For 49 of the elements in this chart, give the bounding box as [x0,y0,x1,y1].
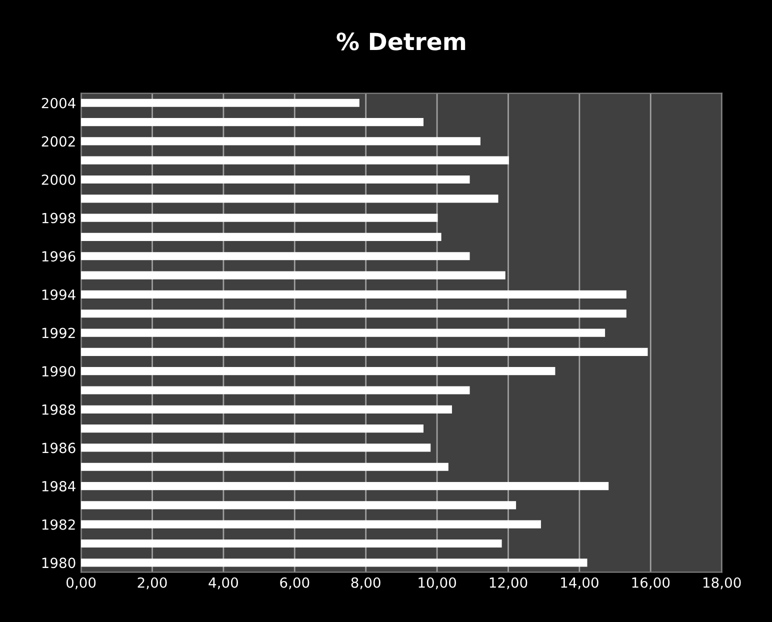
bar [81,271,506,280]
bar [81,501,516,510]
bar [81,98,360,107]
y-tick-label: 1996 [42,251,76,262]
bar [81,386,470,394]
x-tick-label: 12,00 [490,577,528,590]
bar [81,348,648,356]
bar [81,405,452,414]
bar [81,214,438,222]
bar [81,156,509,164]
x-tick-label: 0,00 [66,577,96,590]
y-tick-label: 1990 [42,366,76,377]
chart-title: % Detrem [336,32,466,50]
bar [81,290,626,298]
bar [81,232,442,242]
x-tick-label: 14,00 [561,577,598,590]
bar [81,462,448,471]
y-tick-label: 1988 [42,404,76,415]
y-tick-label: 1980 [42,558,76,568]
x-tick-label: 18,00 [703,577,741,590]
x-tick-label: 6,00 [280,577,310,590]
bar [81,310,626,318]
bar [81,482,609,490]
x-tick-label: 8,00 [351,577,380,590]
bar [81,444,431,452]
bar [81,118,424,126]
x-tick-label: 10,00 [418,577,456,590]
y-tick-label: 1986 [42,442,76,454]
bar [81,424,424,433]
y-tick-label: 2000 [42,174,76,185]
x-tick-label: 4,00 [208,577,238,590]
bar [81,520,541,528]
bar [81,558,588,567]
bar [81,175,470,184]
y-tick-label: 1984 [42,481,76,492]
y-tick-label: 1992 [42,328,75,338]
y-tick-label: 2002 [42,136,75,147]
bar [81,328,606,337]
bar [81,137,480,146]
y-tick-label: 1998 [42,212,76,224]
bar [81,194,498,203]
x-tick-label: 16,00 [632,577,670,590]
bar [81,367,556,376]
y-tick-label: 1994 [42,289,76,300]
bar [81,539,502,548]
y-tick-label: 1982 [42,519,75,530]
y-tick-label: 2004 [42,98,76,108]
x-tick-label: 2,00 [138,577,167,590]
bar [81,252,470,260]
